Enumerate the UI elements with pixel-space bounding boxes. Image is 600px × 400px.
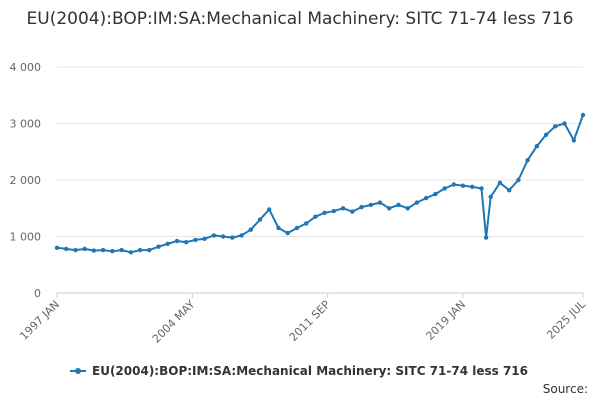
data-point[interactable] xyxy=(267,207,272,212)
data-point[interactable] xyxy=(276,225,281,231)
data-point[interactable] xyxy=(525,158,530,163)
data-point[interactable] xyxy=(54,245,60,250)
y-axis: 0 1 000 2 000 3 000 4 000 xyxy=(10,61,42,300)
data-point[interactable] xyxy=(137,247,143,253)
data-point[interactable] xyxy=(553,124,558,129)
data-point[interactable] xyxy=(423,195,429,201)
x-tick-label: 2019 JAN xyxy=(423,298,468,343)
series-line[interactable] xyxy=(56,114,584,254)
data-point[interactable] xyxy=(507,188,512,193)
data-point[interactable] xyxy=(451,182,456,187)
y-tick-label: 3 000 xyxy=(10,118,42,131)
x-tick-label: 1997 JAN xyxy=(17,298,62,343)
y-tick-label: 1 000 xyxy=(10,231,42,244)
data-point[interactable] xyxy=(359,204,364,210)
data-point[interactable] xyxy=(193,237,198,243)
data-point[interactable] xyxy=(322,210,327,215)
x-tick-label: 2011 SEP xyxy=(287,298,333,344)
data-point[interactable] xyxy=(470,184,475,189)
data-point[interactable] xyxy=(562,121,567,126)
data-point[interactable] xyxy=(516,177,521,183)
source-label: Source: xyxy=(542,382,588,396)
data-point[interactable] xyxy=(534,143,540,149)
data-point[interactable] xyxy=(257,217,263,222)
data-point[interactable] xyxy=(497,180,503,185)
data-point[interactable] xyxy=(396,202,401,208)
data-point[interactable] xyxy=(580,112,586,118)
data-point[interactable] xyxy=(184,240,189,245)
data-point[interactable] xyxy=(174,238,180,244)
data-point[interactable] xyxy=(119,247,124,253)
data-point[interactable] xyxy=(100,247,106,253)
data-point[interactable] xyxy=(63,246,69,252)
data-point[interactable] xyxy=(571,138,576,143)
data-point[interactable] xyxy=(460,183,466,188)
data-point[interactable] xyxy=(483,235,489,240)
data-point[interactable] xyxy=(202,236,207,241)
data-point[interactable] xyxy=(220,234,226,239)
legend-marker-icon xyxy=(70,365,86,377)
legend[interactable]: EU(2004):BOP:IM:SA:Mechanical Machinery:… xyxy=(70,362,528,380)
data-point[interactable] xyxy=(350,209,355,214)
data-point[interactable] xyxy=(147,247,152,253)
data-point[interactable] xyxy=(285,230,290,236)
x-tick-label: 2004 MAY xyxy=(150,298,198,346)
y-tick-label: 4 000 xyxy=(10,61,42,74)
data-point[interactable] xyxy=(82,246,87,252)
data-point[interactable] xyxy=(368,202,373,208)
data-point[interactable] xyxy=(433,191,438,197)
data-point[interactable] xyxy=(488,194,493,200)
series-layer xyxy=(54,112,586,255)
y-tick-label: 2 000 xyxy=(10,174,42,187)
grid-lines xyxy=(57,66,583,294)
y-tick-label: 0 xyxy=(34,287,41,300)
legend-label: EU(2004):BOP:IM:SA:Mechanical Machinery:… xyxy=(92,364,529,378)
x-tick-label: 2025 JUL xyxy=(544,297,588,341)
data-point[interactable] xyxy=(110,249,115,254)
data-point[interactable] xyxy=(248,227,253,232)
data-point[interactable] xyxy=(211,233,217,238)
data-point[interactable] xyxy=(128,250,133,255)
data-point[interactable] xyxy=(230,235,235,240)
data-point[interactable] xyxy=(304,221,309,226)
data-point[interactable] xyxy=(414,200,420,205)
chart-title: EU(2004):BOP:IM:SA:Mechanical Machinery:… xyxy=(26,9,574,29)
x-axis: 1997 JAN 2004 MAY 2011 SEP 2019 JAN 2025 JUL xyxy=(17,293,589,346)
data-point[interactable] xyxy=(331,208,336,214)
data-point[interactable] xyxy=(405,206,410,211)
data-point[interactable] xyxy=(239,233,244,238)
data-point[interactable] xyxy=(313,214,318,219)
data-point[interactable] xyxy=(377,200,383,205)
data-point[interactable] xyxy=(442,186,447,191)
data-point[interactable] xyxy=(479,186,484,191)
data-point[interactable] xyxy=(340,206,346,211)
data-point[interactable] xyxy=(73,247,78,253)
data-point[interactable] xyxy=(543,132,549,137)
data-point[interactable] xyxy=(387,206,392,211)
data-point[interactable] xyxy=(165,241,170,246)
data-point[interactable] xyxy=(156,244,161,249)
data-point[interactable] xyxy=(294,225,300,231)
data-point[interactable] xyxy=(91,248,97,253)
